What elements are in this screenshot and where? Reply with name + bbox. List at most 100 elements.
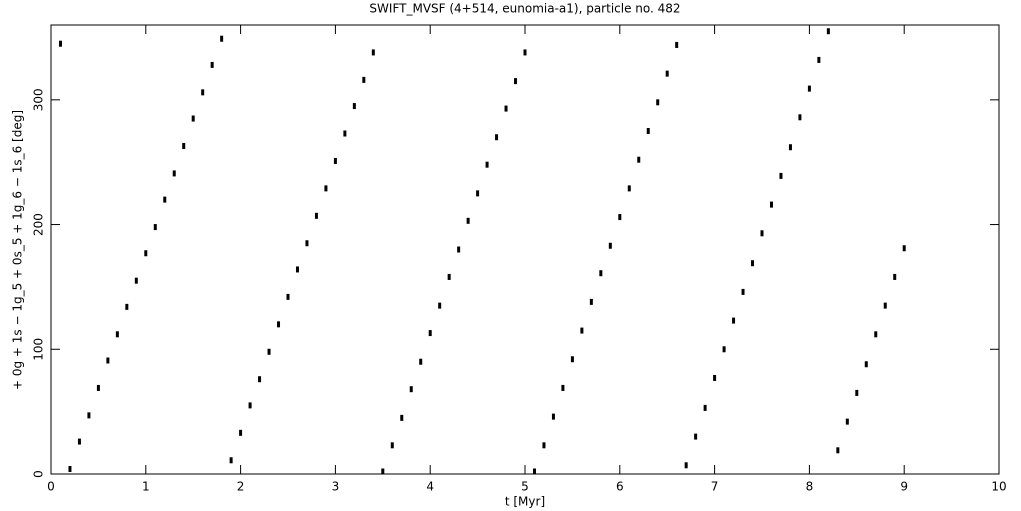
point (864, 361, 868, 368)
x-tick-label: 7 (711, 480, 719, 494)
plot-frame (50, 24, 1000, 475)
point (703, 404, 707, 411)
point (352, 103, 356, 110)
point (115, 331, 119, 338)
point (618, 214, 622, 221)
point (883, 302, 887, 309)
point (684, 462, 688, 469)
point (438, 302, 442, 309)
point (295, 266, 299, 273)
x-tick-label: 3 (332, 480, 340, 494)
x-tick-label: 0 (47, 480, 55, 494)
y-tick-label: 0 (32, 470, 46, 478)
point (694, 433, 698, 440)
point (201, 89, 205, 96)
point (760, 230, 764, 237)
point (210, 61, 214, 68)
point (163, 196, 167, 203)
point (826, 28, 830, 35)
point (855, 389, 859, 396)
point (172, 170, 176, 177)
point (807, 85, 811, 92)
x-tick-label: 2 (237, 480, 245, 494)
point (637, 156, 641, 163)
point (599, 270, 603, 277)
point (551, 413, 555, 420)
point (836, 447, 840, 454)
point (495, 134, 499, 141)
x-tick-label: 1 (142, 480, 150, 494)
point (656, 99, 660, 106)
point (381, 468, 385, 475)
point (713, 374, 717, 381)
point (220, 35, 224, 42)
point (514, 78, 518, 85)
point (343, 130, 347, 137)
point (258, 376, 262, 383)
point (457, 246, 461, 253)
point (485, 161, 489, 168)
point (447, 273, 451, 280)
point (106, 357, 110, 364)
point (627, 185, 631, 192)
point (589, 298, 593, 305)
point (305, 240, 309, 247)
point (504, 105, 508, 112)
point (96, 384, 100, 391)
point (68, 466, 72, 473)
point (722, 346, 726, 353)
point (751, 260, 755, 267)
point (646, 128, 650, 135)
point (466, 217, 470, 224)
point (428, 330, 432, 337)
point (277, 321, 281, 328)
point (390, 442, 394, 449)
point (153, 224, 157, 231)
point (769, 201, 773, 208)
point (144, 250, 148, 257)
point (542, 442, 546, 449)
point (409, 386, 413, 393)
point (675, 41, 679, 48)
point (229, 457, 233, 464)
point (523, 49, 527, 56)
point (817, 56, 821, 63)
x-tick-label: 4 (426, 480, 434, 494)
point (570, 356, 574, 363)
point (741, 288, 745, 295)
point (191, 115, 195, 122)
point (324, 185, 328, 192)
y-tick-label: 100 (32, 338, 46, 361)
y-axis-label: + 0g + 1s − 1g_5 + 0s_5 + 1g_6 − 1s_6 [d… (11, 110, 25, 390)
point (419, 358, 423, 365)
point (77, 438, 81, 445)
y-tick-label: 300 (32, 88, 46, 111)
point (732, 317, 736, 324)
point (476, 190, 480, 197)
x-tick-label: 5 (521, 480, 529, 494)
point (400, 414, 404, 421)
point (248, 402, 252, 409)
point (182, 142, 186, 149)
x-tick-label: 9 (900, 480, 908, 494)
point (893, 273, 897, 280)
point (580, 327, 584, 334)
point (362, 76, 366, 83)
point (608, 242, 612, 249)
point (779, 172, 783, 179)
point (286, 293, 290, 300)
y-tick-label: 200 (32, 213, 46, 236)
point (798, 114, 802, 121)
point (134, 277, 138, 284)
x-tick-label: 8 (806, 480, 814, 494)
point (58, 40, 62, 47)
point (87, 412, 91, 419)
point (561, 384, 565, 391)
point (267, 348, 271, 355)
point (845, 418, 849, 425)
point (902, 245, 906, 252)
chart-title: SWIFT_MVSF (4+514, eunomia-a1), particle… (369, 2, 680, 16)
point (665, 70, 669, 77)
x-tick-label: 10 (991, 480, 1006, 494)
